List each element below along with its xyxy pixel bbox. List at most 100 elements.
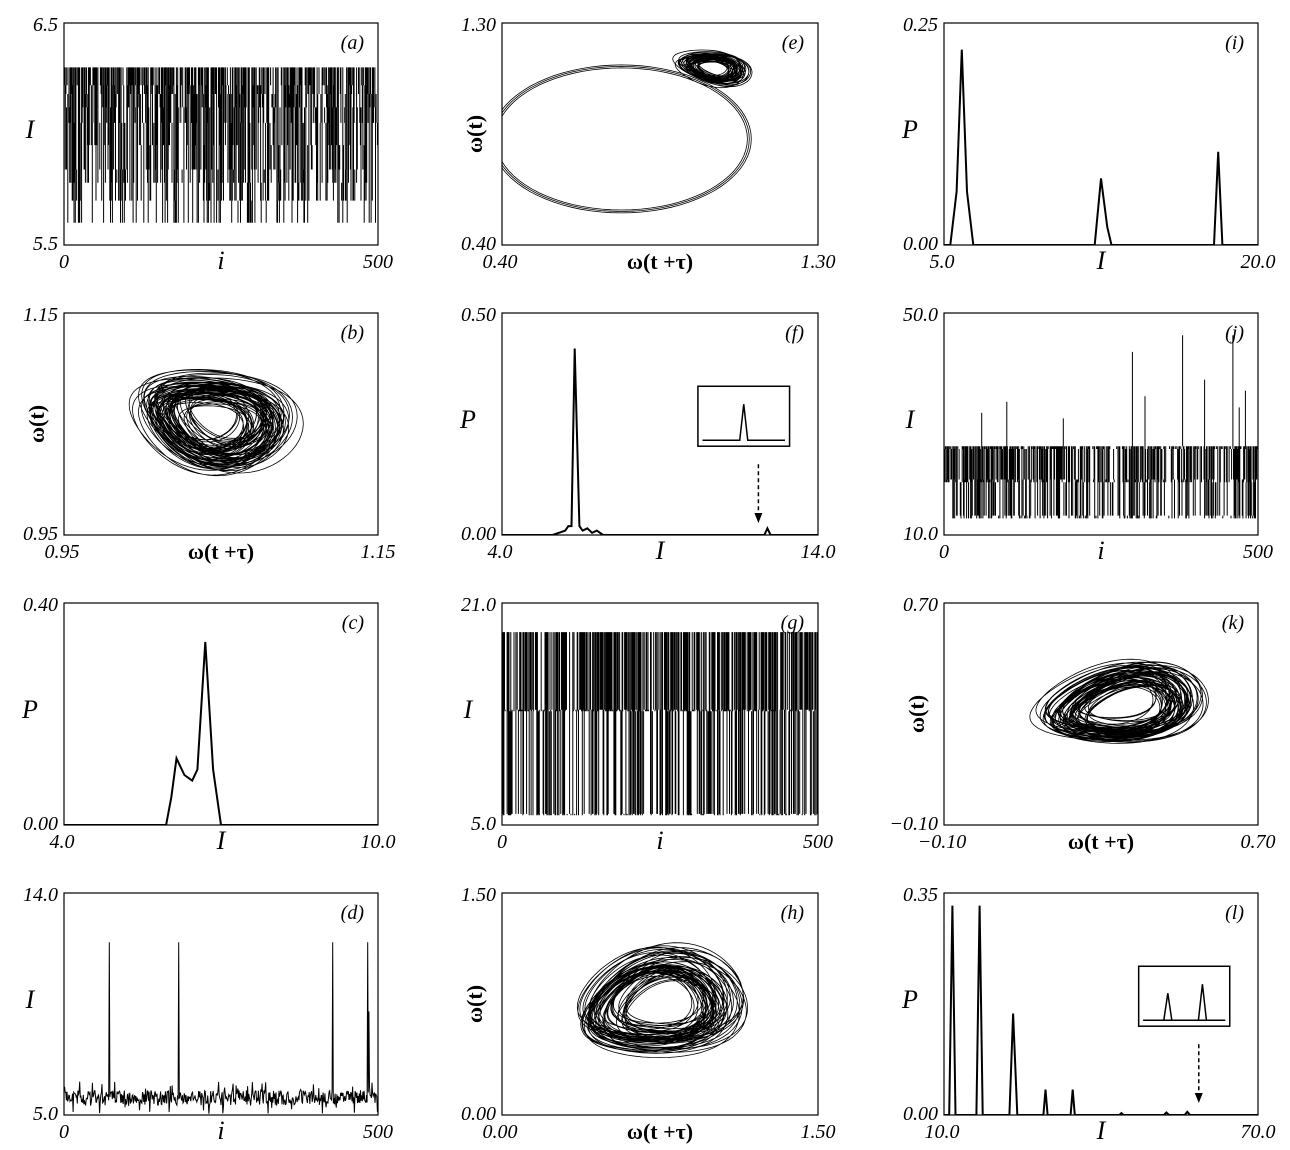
x-tick-label: 20.0 [1241, 251, 1276, 273]
panel-label: (d) [341, 902, 365, 924]
x-tick-label: −0.10 [918, 831, 967, 853]
x-tick-label: 1.15 [361, 541, 396, 563]
panel-g: (g) 5.0 21.0 0 500 i I [461, 594, 833, 855]
y-tick-label: 0.70 [903, 594, 938, 616]
panel-e: (e) 0.40 1.30 0.40 1.30 ω(t +τ) ω(t) [461, 14, 836, 274]
panel-label: (c) [342, 612, 365, 634]
x-axis-label: i [1097, 536, 1104, 565]
y-axis-label: I [463, 695, 474, 724]
phase-trajectory [128, 368, 304, 477]
y-tick-label: 1.50 [461, 884, 496, 906]
y-tick-label: 0.40 [461, 233, 496, 255]
x-tick-label: 0.00 [483, 1121, 518, 1143]
x-axis-label: I [655, 536, 666, 565]
x-tick-label: 0.70 [1241, 831, 1276, 853]
inset-arrow-head [1194, 1093, 1203, 1103]
panel-d: (d) 5.0 14.0 0 500 i I [23, 884, 393, 1145]
y-tick-label: 21.0 [461, 594, 496, 616]
y-axis-label: P [21, 695, 38, 724]
inset-peak [702, 404, 785, 441]
y-tick-label: 0.25 [903, 14, 938, 36]
panel-k: (k) −0.10 0.70 −0.10 0.70 ω(t +τ) ω(t) [890, 594, 1276, 854]
distribution-line [944, 49, 1258, 245]
x-tick-label: 70.0 [1241, 1121, 1276, 1143]
x-axis-label: I [1096, 1116, 1107, 1145]
distribution-line [502, 348, 818, 535]
x-tick-label: 10.0 [925, 1121, 960, 1143]
y-tick-label: 0.00 [903, 1103, 938, 1125]
plot-frame [63, 602, 379, 826]
plot-frame [943, 22, 1259, 246]
x-tick-label: 0 [59, 1121, 69, 1143]
y-tick-label: 0.50 [461, 304, 496, 326]
panel-label: (f) [785, 322, 804, 344]
x-tick-label: 1.30 [801, 251, 836, 273]
y-tick-label: 14.0 [23, 884, 58, 906]
panel-label: (g) [781, 612, 805, 634]
panel-l: (l) 0.00 0.35 10.0 70.0 I P [901, 884, 1275, 1145]
data-layer [64, 641, 378, 825]
inset-box [1137, 965, 1231, 1027]
x-axis-label: i [656, 826, 663, 855]
x-tick-label: 500 [1243, 541, 1273, 563]
y-tick-label: 5.5 [33, 233, 58, 255]
y-tick-label: 0.35 [903, 884, 938, 906]
x-tick-label: 500 [803, 831, 833, 853]
panel-label: (e) [782, 32, 805, 54]
panel-label: (j) [1225, 322, 1244, 344]
x-tick-label: 4.0 [488, 541, 513, 563]
panel-label: (h) [781, 902, 805, 924]
y-axis-label: I [25, 985, 36, 1014]
y-tick-label: 0.95 [23, 523, 58, 545]
data-layer [502, 348, 818, 535]
plot-frame [63, 312, 379, 536]
x-axis-label: ω(t +τ) [188, 539, 254, 564]
panel-label: (b) [341, 322, 365, 344]
data-layer [64, 67, 378, 223]
panel-f: (f) 0.00 0.50 4.0 14.0 I P [459, 304, 835, 565]
y-tick-label: 10.0 [903, 523, 938, 545]
x-axis-label: ω(t +τ) [627, 249, 693, 274]
x-axis-label: i [217, 246, 224, 275]
y-axis-label: ω(t) [462, 115, 487, 153]
y-tick-label: 0.00 [23, 813, 58, 835]
y-tick-label: 5.0 [471, 813, 496, 835]
x-tick-label: 0 [939, 541, 949, 563]
panel-label: (l) [1225, 902, 1244, 924]
x-tick-label: 5.0 [930, 251, 955, 273]
data-layer [64, 942, 378, 1114]
panel-label: (i) [1225, 32, 1244, 54]
panel-b: (b) 0.95 1.15 0.95 1.15 ω(t +τ) ω(t) [23, 304, 396, 564]
plot-frame [501, 892, 819, 1116]
y-tick-label: 1.30 [461, 14, 496, 36]
phase-trajectory [1029, 658, 1209, 744]
panel-c: (c) 0.00 0.40 4.0 10.0 I P [21, 594, 395, 855]
x-axis-label: ω(t +τ) [627, 1119, 693, 1144]
y-axis-label: P [901, 115, 918, 144]
inset-peak [1143, 984, 1226, 1021]
panel-j: (j) 10.0 50.0 0 500 i I [903, 304, 1273, 565]
y-axis-label: I [25, 115, 36, 144]
x-tick-label: 1.50 [801, 1121, 836, 1143]
series-line [944, 335, 1258, 519]
x-tick-label: 0 [59, 251, 69, 273]
y-tick-label: 1.15 [23, 304, 58, 326]
data-layer [502, 632, 818, 816]
plot-frame [943, 312, 1259, 536]
panel-h: (h) 0.00 1.50 0.00 1.50 ω(t +τ) ω(t) [461, 884, 836, 1144]
series-line [502, 632, 818, 816]
distribution-line [64, 641, 378, 825]
x-axis-label: i [217, 1116, 224, 1145]
x-tick-label: 500 [363, 251, 393, 273]
data-layer [944, 49, 1258, 245]
data-layer [576, 942, 749, 1059]
plot-frame [501, 22, 819, 246]
y-axis-label: ω(t) [24, 405, 49, 443]
inset-box [697, 385, 791, 447]
plot-frame [943, 602, 1259, 826]
y-tick-label: 0.00 [903, 233, 938, 255]
panel-a: (a) 5.5 6.5 0 500 i I [25, 14, 393, 275]
y-tick-label: −0.10 [890, 813, 939, 835]
x-tick-label: 10.0 [361, 831, 396, 853]
